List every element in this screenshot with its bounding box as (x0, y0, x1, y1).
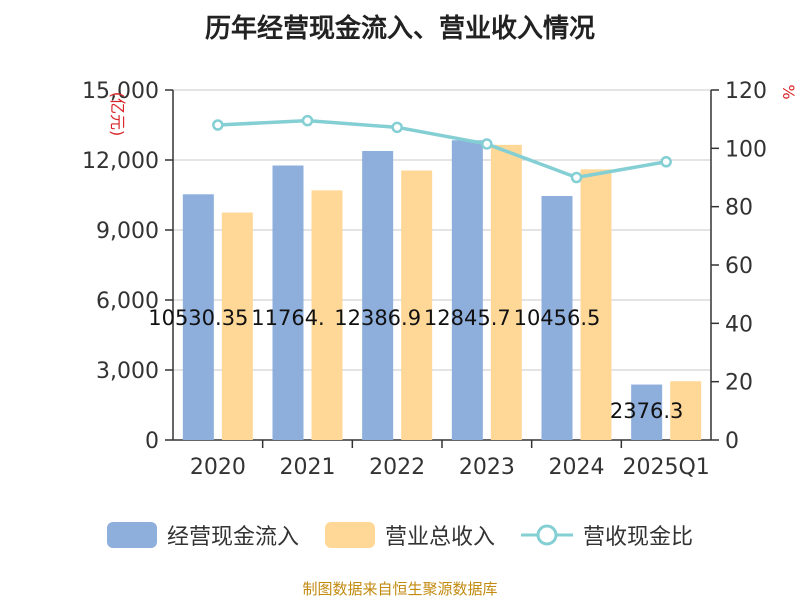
y-right-tick-label: 60 (725, 254, 753, 279)
y-left-tick-label: 3,000 (96, 359, 159, 384)
point-ratio (212, 119, 224, 131)
bar-cash-inflow (631, 384, 663, 440)
point-ratio (301, 114, 314, 127)
y-left-tick-label: 0 (145, 429, 159, 454)
data-source-note: 制图数据来自恒生聚源数据库 (302, 580, 498, 598)
legend-swatch-cash-inflow (106, 522, 157, 548)
data-label-cash-inflow: 2376.3 (610, 399, 683, 423)
bar-revenue (670, 381, 702, 440)
y-right-tick-label: 40 (725, 312, 753, 337)
x-tick-label: 2020 (190, 455, 246, 480)
bar-revenue (221, 212, 253, 440)
chart-title: 历年经营现金流入、营业收入情况 (204, 14, 595, 44)
y-left-tick-label: 12,000 (82, 149, 159, 174)
y-left-axis-label: (亿元) (108, 92, 127, 137)
bar-revenue (311, 190, 343, 440)
bar-cash-inflow (541, 196, 573, 440)
y-right-tick-label: 0 (725, 429, 739, 454)
y-right-tick-label: 120 (725, 79, 767, 104)
data-label-cash-inflow: 10456.5 (514, 306, 601, 330)
point-ratio (391, 121, 403, 134)
x-tick-label: 2023 (459, 455, 515, 480)
data-label-cash-inflow: 12386.9 (334, 306, 421, 330)
bar-cash-inflow (451, 140, 483, 440)
bar-revenue (580, 169, 612, 441)
y-right-tick-label: 100 (725, 137, 767, 162)
legend-label-ratio: 营收现金比 (583, 525, 694, 550)
y-left-tick-label: 15,000 (82, 79, 159, 104)
x-tick-label: 2024 (549, 455, 605, 480)
legend-item-revenue[interactable]: 营业总收入 (324, 519, 495, 551)
point-ratio (660, 156, 672, 168)
x-tick-label: 2022 (369, 455, 425, 480)
bar-cash-inflow (182, 194, 214, 440)
y-right-axis-label: % (779, 84, 798, 99)
legend-swatch-ratio (521, 524, 573, 546)
legend-swatch-revenue (324, 522, 375, 548)
bar-cash-inflow (272, 165, 304, 440)
y-right-tick-label: 80 (725, 196, 753, 221)
legend-item-ratio[interactable]: 营收现金比 (521, 519, 693, 551)
y-left-tick-label: 6,000 (96, 289, 159, 314)
data-label-cash-inflow: 10530.35 (148, 306, 248, 330)
point-ratio (481, 138, 493, 150)
bar-cash-inflow (362, 150, 394, 440)
point-ratio (570, 171, 583, 184)
legend-label-revenue: 营业总收入 (384, 525, 495, 550)
y-right-tick-label: 20 (725, 371, 753, 396)
data-label-cash-inflow: 12845.7 (424, 306, 511, 330)
bar-revenue (401, 170, 433, 440)
x-tick-label: 2025Q1 (623, 455, 710, 480)
line-ratio (217, 118, 667, 180)
legend-label-cash-inflow: 经营现金流入 (166, 525, 299, 550)
x-tick-label: 2021 (280, 455, 336, 480)
bar-revenue (490, 144, 522, 441)
chart-legend: 经营现金流入 营业总收入 营收现金比 (0, 519, 800, 551)
legend-item-cash-inflow[interactable]: 经营现金流入 (106, 519, 299, 551)
y-left-tick-label: 9,000 (96, 219, 159, 244)
data-label-cash-inflow: 11764. (251, 306, 324, 330)
